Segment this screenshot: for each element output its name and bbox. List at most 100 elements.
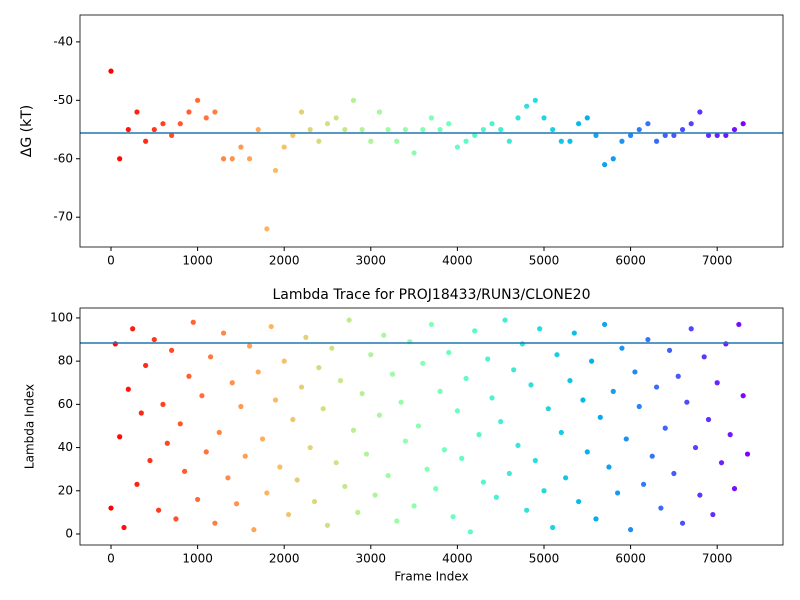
- point: [233, 501, 240, 507]
- x-tick-label: 1000: [182, 254, 213, 268]
- point: [550, 126, 556, 133]
- point: [290, 132, 296, 138]
- point: [177, 421, 183, 427]
- point: [368, 138, 374, 144]
- point: [121, 524, 127, 531]
- point: [272, 167, 279, 174]
- point: [463, 138, 469, 144]
- point: [169, 347, 175, 353]
- point: [398, 399, 404, 405]
- point: [225, 475, 231, 481]
- point: [576, 498, 582, 505]
- point: [679, 520, 686, 526]
- y-tick-label: 80: [58, 354, 73, 368]
- point: [610, 388, 616, 394]
- point: [125, 126, 131, 133]
- point: [640, 481, 647, 487]
- x-tick-label: 7000: [702, 254, 733, 268]
- point: [532, 97, 538, 103]
- point: [112, 341, 118, 347]
- point: [528, 382, 534, 388]
- point: [238, 403, 244, 410]
- point: [212, 109, 218, 115]
- point: [130, 326, 136, 332]
- point: [740, 393, 746, 399]
- point: [563, 475, 569, 481]
- x-axis-label: Frame Index: [394, 570, 468, 584]
- point: [385, 473, 391, 479]
- point: [389, 371, 396, 377]
- point: [394, 138, 400, 144]
- point: [190, 319, 196, 325]
- point: [169, 132, 175, 138]
- point: [627, 132, 634, 138]
- point: [415, 423, 422, 429]
- point: [177, 121, 183, 127]
- panel: 0 1000 2000 3000 4000 5000 6000 7000 -70 -60 -50 -4…: [19, 14, 784, 268]
- point: [194, 496, 201, 503]
- point: [311, 498, 318, 505]
- point: [363, 451, 370, 457]
- y-tick-label: 0: [65, 526, 73, 540]
- point: [117, 434, 123, 440]
- point: [298, 109, 305, 115]
- axes-frame: [79, 14, 784, 248]
- point: [589, 358, 595, 364]
- point: [489, 121, 495, 127]
- x-tick-label: 6000: [615, 552, 646, 566]
- point: [428, 321, 435, 328]
- point: [731, 486, 738, 492]
- point: [160, 121, 166, 127]
- point: [602, 321, 608, 328]
- point: [718, 460, 725, 466]
- point: [143, 138, 149, 144]
- axes-frame: [79, 307, 784, 546]
- point: [194, 97, 201, 103]
- point: [246, 343, 253, 349]
- point: [333, 115, 339, 121]
- x-tick-label: 3000: [356, 254, 387, 268]
- point: [138, 410, 144, 416]
- point: [467, 529, 473, 535]
- point: [723, 132, 729, 138]
- point: [173, 516, 179, 522]
- point: [554, 352, 560, 358]
- point: [632, 369, 638, 375]
- point: [697, 492, 703, 498]
- point: [329, 345, 335, 351]
- panel: 0 1000 2000 3000 4000 5000 6000 7000 0 20 40 60 80 10…: [23, 287, 784, 584]
- point: [636, 126, 642, 133]
- point: [666, 347, 673, 353]
- chart-title: Lambda Trace for PROJ18433/RUN3/CLONE20: [273, 287, 591, 303]
- point: [602, 162, 608, 168]
- point: [411, 503, 417, 509]
- point: [151, 336, 157, 343]
- point: [636, 403, 642, 410]
- point: [537, 326, 543, 332]
- point: [653, 384, 660, 390]
- x-tick-label: 0: [107, 254, 115, 268]
- point: [277, 464, 283, 470]
- point: [333, 460, 339, 466]
- point: [502, 317, 508, 323]
- point: [316, 138, 322, 144]
- point: [229, 156, 235, 162]
- x-tick-label: 4000: [442, 254, 473, 268]
- x-tick-label: 3000: [356, 552, 387, 566]
- point: [576, 121, 582, 127]
- point: [394, 518, 400, 524]
- point: [303, 334, 309, 340]
- point: [350, 427, 357, 433]
- point: [376, 412, 383, 418]
- point: [437, 388, 443, 394]
- point: [506, 470, 512, 477]
- point: [420, 360, 426, 366]
- point: [281, 358, 287, 364]
- point: [571, 330, 577, 336]
- point: [649, 453, 655, 459]
- point: [627, 527, 634, 533]
- point: [476, 432, 482, 438]
- point: [498, 419, 504, 425]
- point: [359, 390, 365, 397]
